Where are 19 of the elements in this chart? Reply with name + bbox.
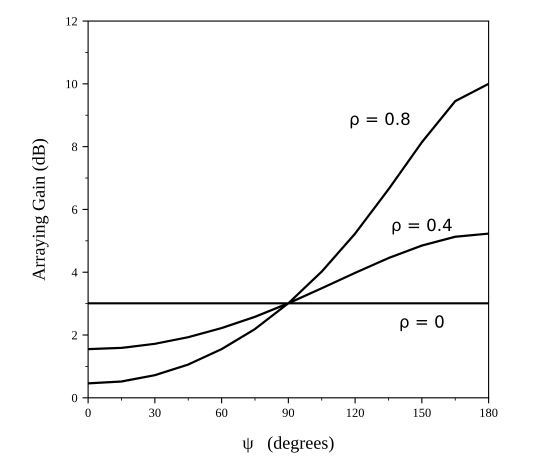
x-tick-label: 0 — [85, 408, 91, 418]
y-tick-label: 4 — [72, 268, 78, 277]
y-tick-label: 12 — [66, 17, 78, 26]
x-tick-label: 90 — [282, 408, 294, 418]
x-tick-label: 150 — [414, 408, 431, 418]
x-tick-label: 120 — [346, 408, 364, 418]
y-tick-label: 6 — [72, 205, 78, 214]
series-label: ρ = 0.8 — [350, 112, 410, 128]
x-tick-label: 180 — [480, 408, 498, 418]
series-label: ρ = 0 — [400, 315, 444, 332]
y-tick-label: 8 — [72, 142, 78, 152]
y-tick-label: 10 — [66, 80, 78, 88]
y-tick-label: 0 — [72, 394, 78, 402]
series-label: ρ = 0.4 — [392, 218, 452, 234]
x-tick-label: 30 — [149, 408, 161, 418]
x-axis-title: ψ (degrees) — [242, 436, 334, 453]
y-axis-title: Arraying Gain (dB) — [32, 139, 49, 280]
y-tick-label: 2 — [72, 331, 78, 340]
x-tick-label: 60 — [216, 408, 228, 418]
